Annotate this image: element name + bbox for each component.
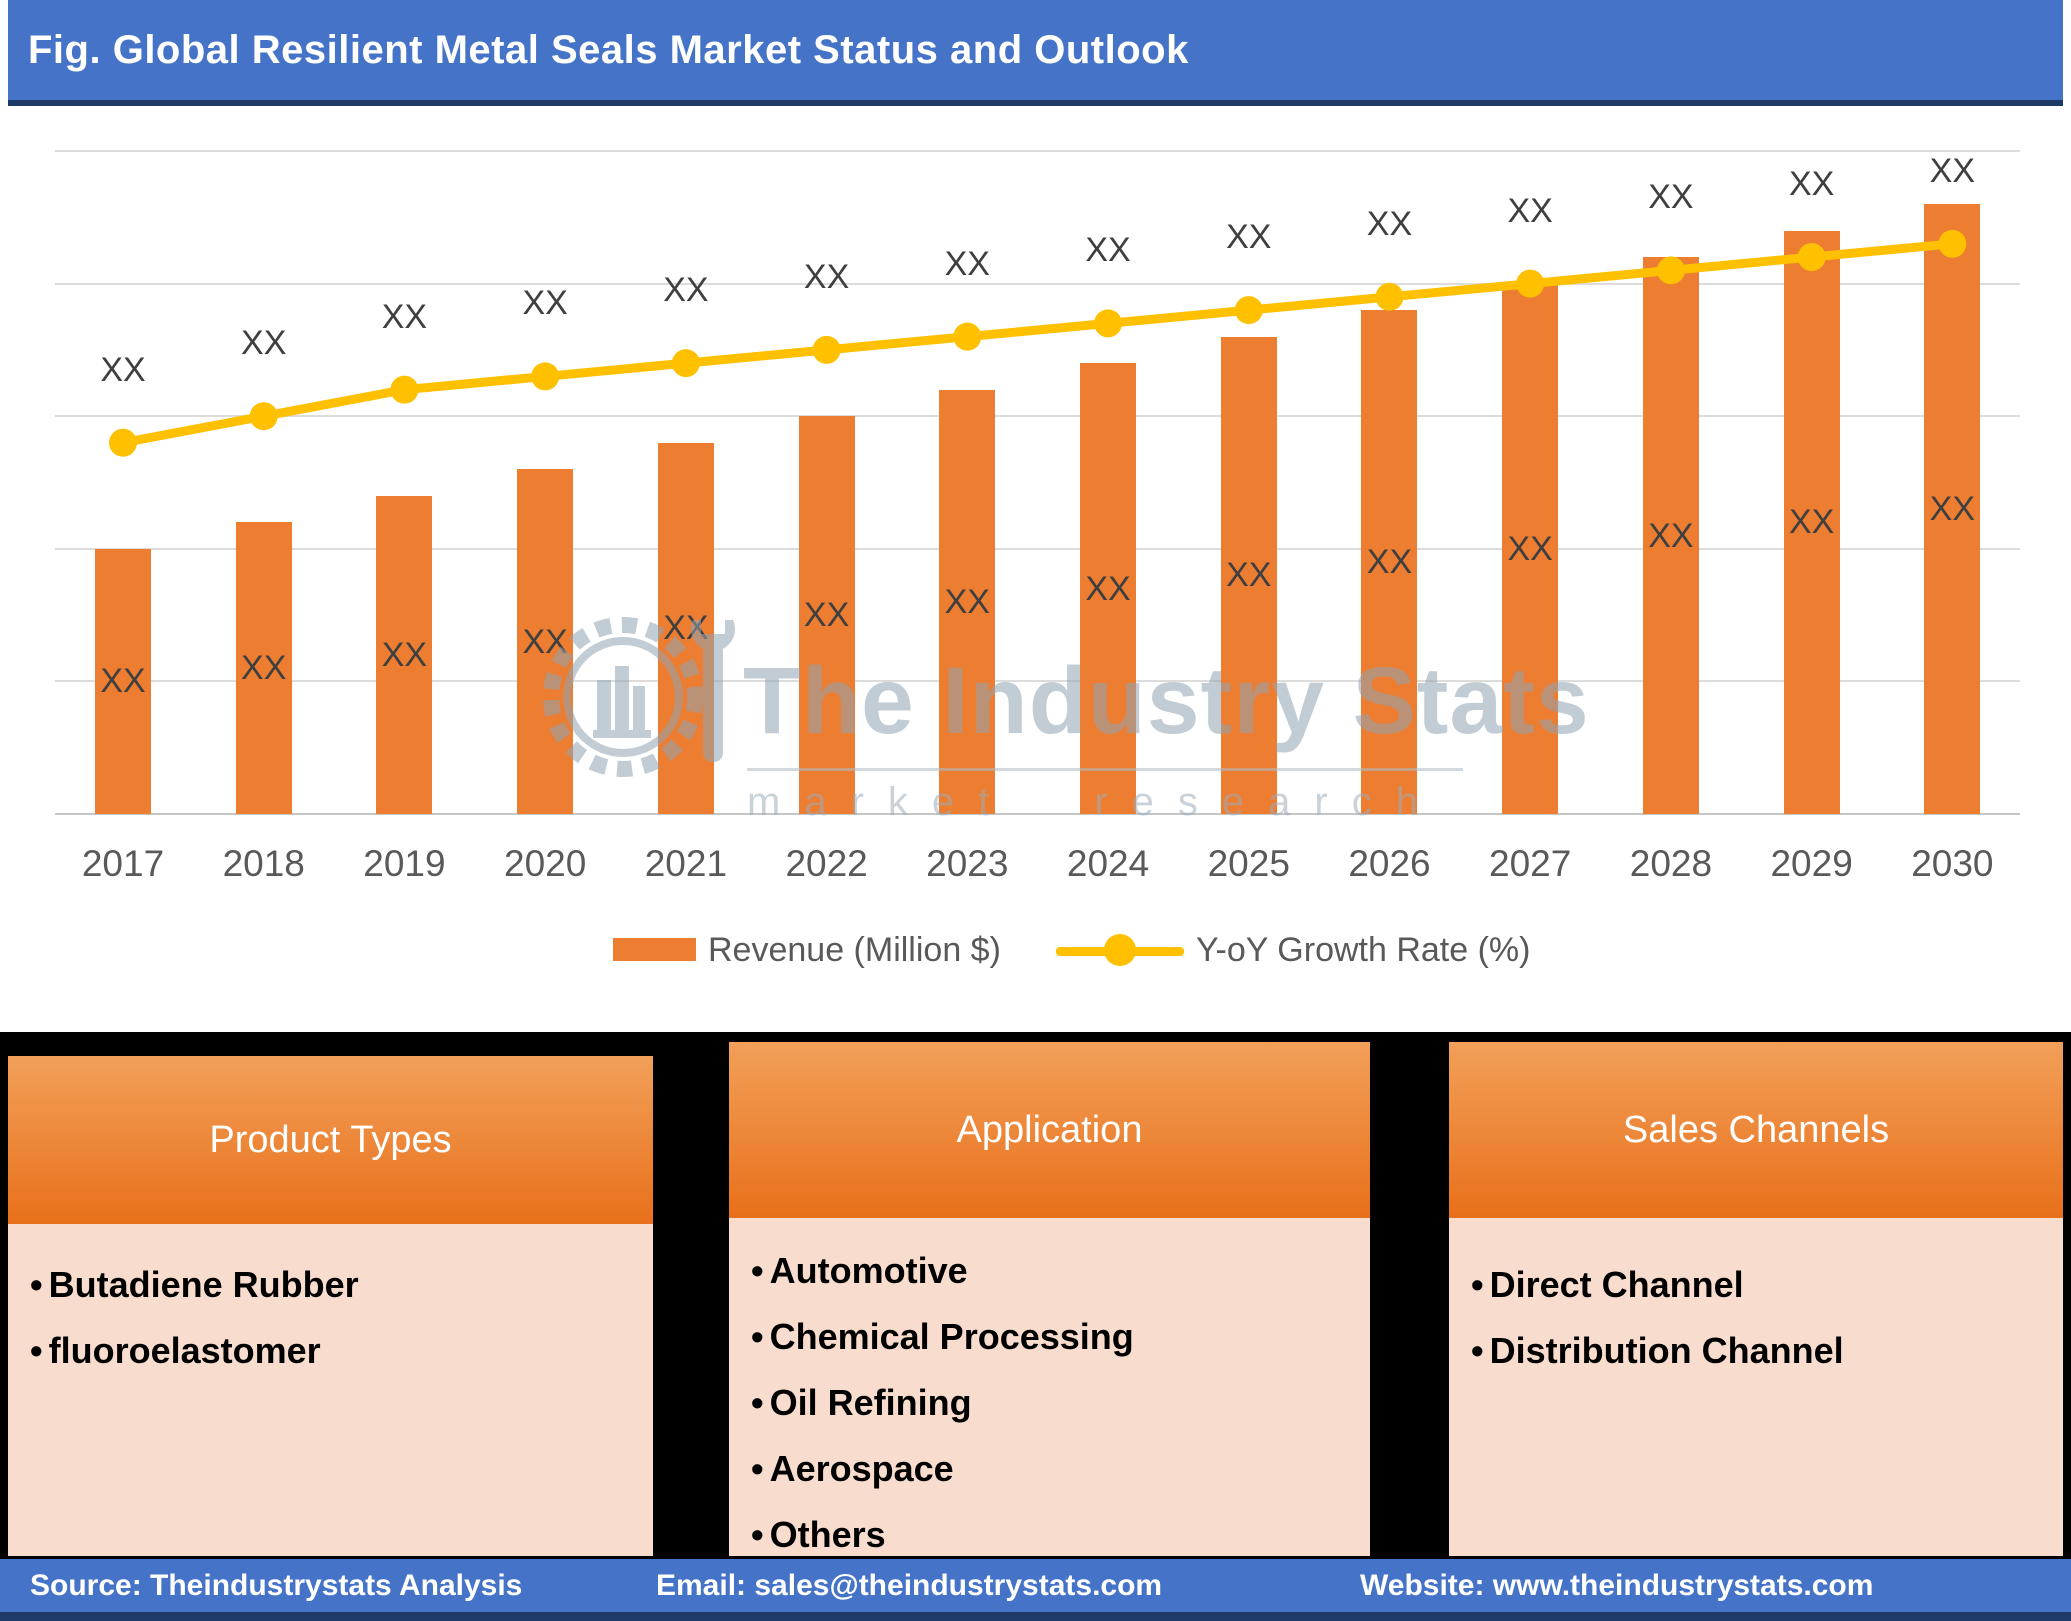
bar-label-2029: XX [1788, 503, 1835, 542]
product-types-body: Butadiene Rubberfluoroelastomer [8, 1224, 653, 1556]
footer-bottom-strip [0, 1612, 2071, 1621]
x-tick-2030: 2030 [1911, 843, 1994, 884]
growth-label-2021: XX [663, 271, 709, 310]
gridline-40 [55, 547, 2020, 550]
sales-channels-body: Direct ChannelDistribution Channel [1449, 1218, 2063, 1556]
x-tick-2026: 2026 [1348, 843, 1431, 884]
list-item: Direct Channel [1471, 1252, 2063, 1318]
bar-label-2030: XX [1929, 490, 1976, 529]
chart-plot: XX 2017 XX 2018 XX 2019 XX 2020 XX 2021 XX 2022 XX 20… [55, 150, 2020, 884]
bar-label-2028: XX [1648, 516, 1694, 555]
bar-2017 [95, 548, 151, 814]
legend-revenue-swatch [613, 938, 696, 961]
bar-label-2023: XX [944, 582, 990, 621]
watermark: The Industry Stats market research [535, 592, 1589, 832]
x-tick-2023: 2023 [926, 843, 1009, 884]
footer-bar [0, 1559, 2071, 1612]
list-item: Butadiene Rubber [30, 1252, 653, 1318]
growth-label-2026: XX [1366, 204, 1413, 243]
bar-2018 [235, 522, 292, 814]
growth-label-2019: XX [381, 297, 428, 336]
page-title: Fig. Global Resilient Metal Seals Market… [28, 28, 1189, 72]
list-item: Others [751, 1502, 1370, 1568]
bar-label-2019: XX [381, 635, 428, 674]
bar-label-2026: XX [1366, 543, 1413, 582]
growth-label-2022: XX [803, 257, 850, 296]
application-header: Application [729, 1042, 1370, 1218]
title-bar-underline [8, 100, 2063, 106]
sales-channels-header: Sales Channels [1449, 1042, 2063, 1218]
list-item: Chemical Processing [751, 1304, 1370, 1370]
bar-2022 [798, 416, 855, 814]
list-item: Automotive [751, 1238, 1370, 1304]
application-panel: Application AutomotiveChemical Processin… [729, 1042, 1370, 1556]
watermark-brand-text: The Industry Stats [743, 648, 1590, 754]
watermark-tagline-text: market research [747, 780, 1442, 824]
footer-source: Source: Theindustrystats Analysis [30, 1569, 523, 1602]
x-tick-2019: 2019 [363, 843, 446, 884]
legend-growth-marker-icon [1104, 934, 1136, 966]
sales-channels-panel: Sales Channels Direct ChannelDistributio… [1449, 1042, 2063, 1556]
growth-label-2027: XX [1507, 191, 1553, 230]
list-item: fluoroelastomer [30, 1318, 653, 1384]
x-tick-2022: 2022 [785, 843, 868, 884]
sales-channels-title: Sales Channels [1622, 1109, 1890, 1151]
growth-label-2030: XX [1929, 151, 1976, 190]
x-tick-2021: 2021 [644, 843, 728, 884]
bar-label-2025: XX [1226, 556, 1272, 595]
application-body: AutomotiveChemical ProcessingOil Refinin… [729, 1218, 1370, 1556]
x-tick-2027: 2027 [1489, 843, 1572, 884]
bar-2023 [939, 389, 996, 814]
growth-label-2028: XX [1648, 178, 1694, 217]
growth-label-2024: XX [1085, 231, 1131, 270]
gridline-100 [55, 150, 2020, 152]
x-tick-2017: 2017 [81, 843, 165, 884]
x-tick-2028: 2028 [1629, 843, 1713, 884]
growth-label-2020: XX [522, 284, 568, 323]
gridline-0 [55, 813, 2020, 815]
industry-stats-logo-icon [543, 617, 735, 777]
product-types-panel: Product Types Butadiene Rubberfluoroelas… [8, 1056, 653, 1556]
wrench-icon [691, 620, 735, 762]
product-types-header: Product Types [8, 1056, 653, 1224]
factory-icon [593, 666, 651, 738]
title-bar [8, 0, 2063, 100]
list-item: Oil Refining [751, 1370, 1370, 1436]
x-tick-2029: 2029 [1770, 843, 1853, 884]
growth-label-2029: XX [1788, 165, 1835, 204]
legend-growth-label: Y-oY Growth Rate (%) [1196, 931, 1531, 969]
bar-label-2018: XX [241, 649, 287, 688]
bar-label-2022: XX [803, 596, 850, 635]
footer-email: Email: sales@theindustrystats.com [656, 1569, 1163, 1602]
growth-label-2025: XX [1226, 218, 1272, 257]
list-item: Aerospace [751, 1436, 1370, 1502]
gear-icon [543, 617, 703, 777]
bar-label-2024: XX [1085, 569, 1131, 608]
gridline-80 [55, 282, 2020, 285]
watermark-divider [747, 768, 1463, 771]
list-item: Distribution Channel [1471, 1318, 2063, 1384]
legend-revenue-label: Revenue (Million $) [708, 931, 1001, 969]
product-types-title: Product Types [209, 1119, 452, 1161]
growth-label-2017: XX [100, 350, 146, 389]
bar-label-2017: XX [100, 662, 146, 701]
x-tick-2024: 2024 [1066, 843, 1150, 884]
gridline-20 [55, 680, 2020, 683]
bar-label-2027: XX [1507, 529, 1553, 568]
bar-2019 [376, 495, 433, 814]
gridline-60 [55, 415, 2020, 418]
x-tick-2020: 2020 [504, 843, 587, 884]
bar-2020 [517, 469, 574, 814]
application-title: Application [956, 1109, 1143, 1151]
x-tick-2018: 2018 [222, 843, 305, 884]
growth-label-2023: XX [944, 244, 990, 283]
growth-label-2018: XX [241, 324, 287, 363]
x-tick-2025: 2025 [1207, 843, 1290, 884]
footer-website: Website: www.theindustrystats.com [1360, 1569, 1874, 1602]
